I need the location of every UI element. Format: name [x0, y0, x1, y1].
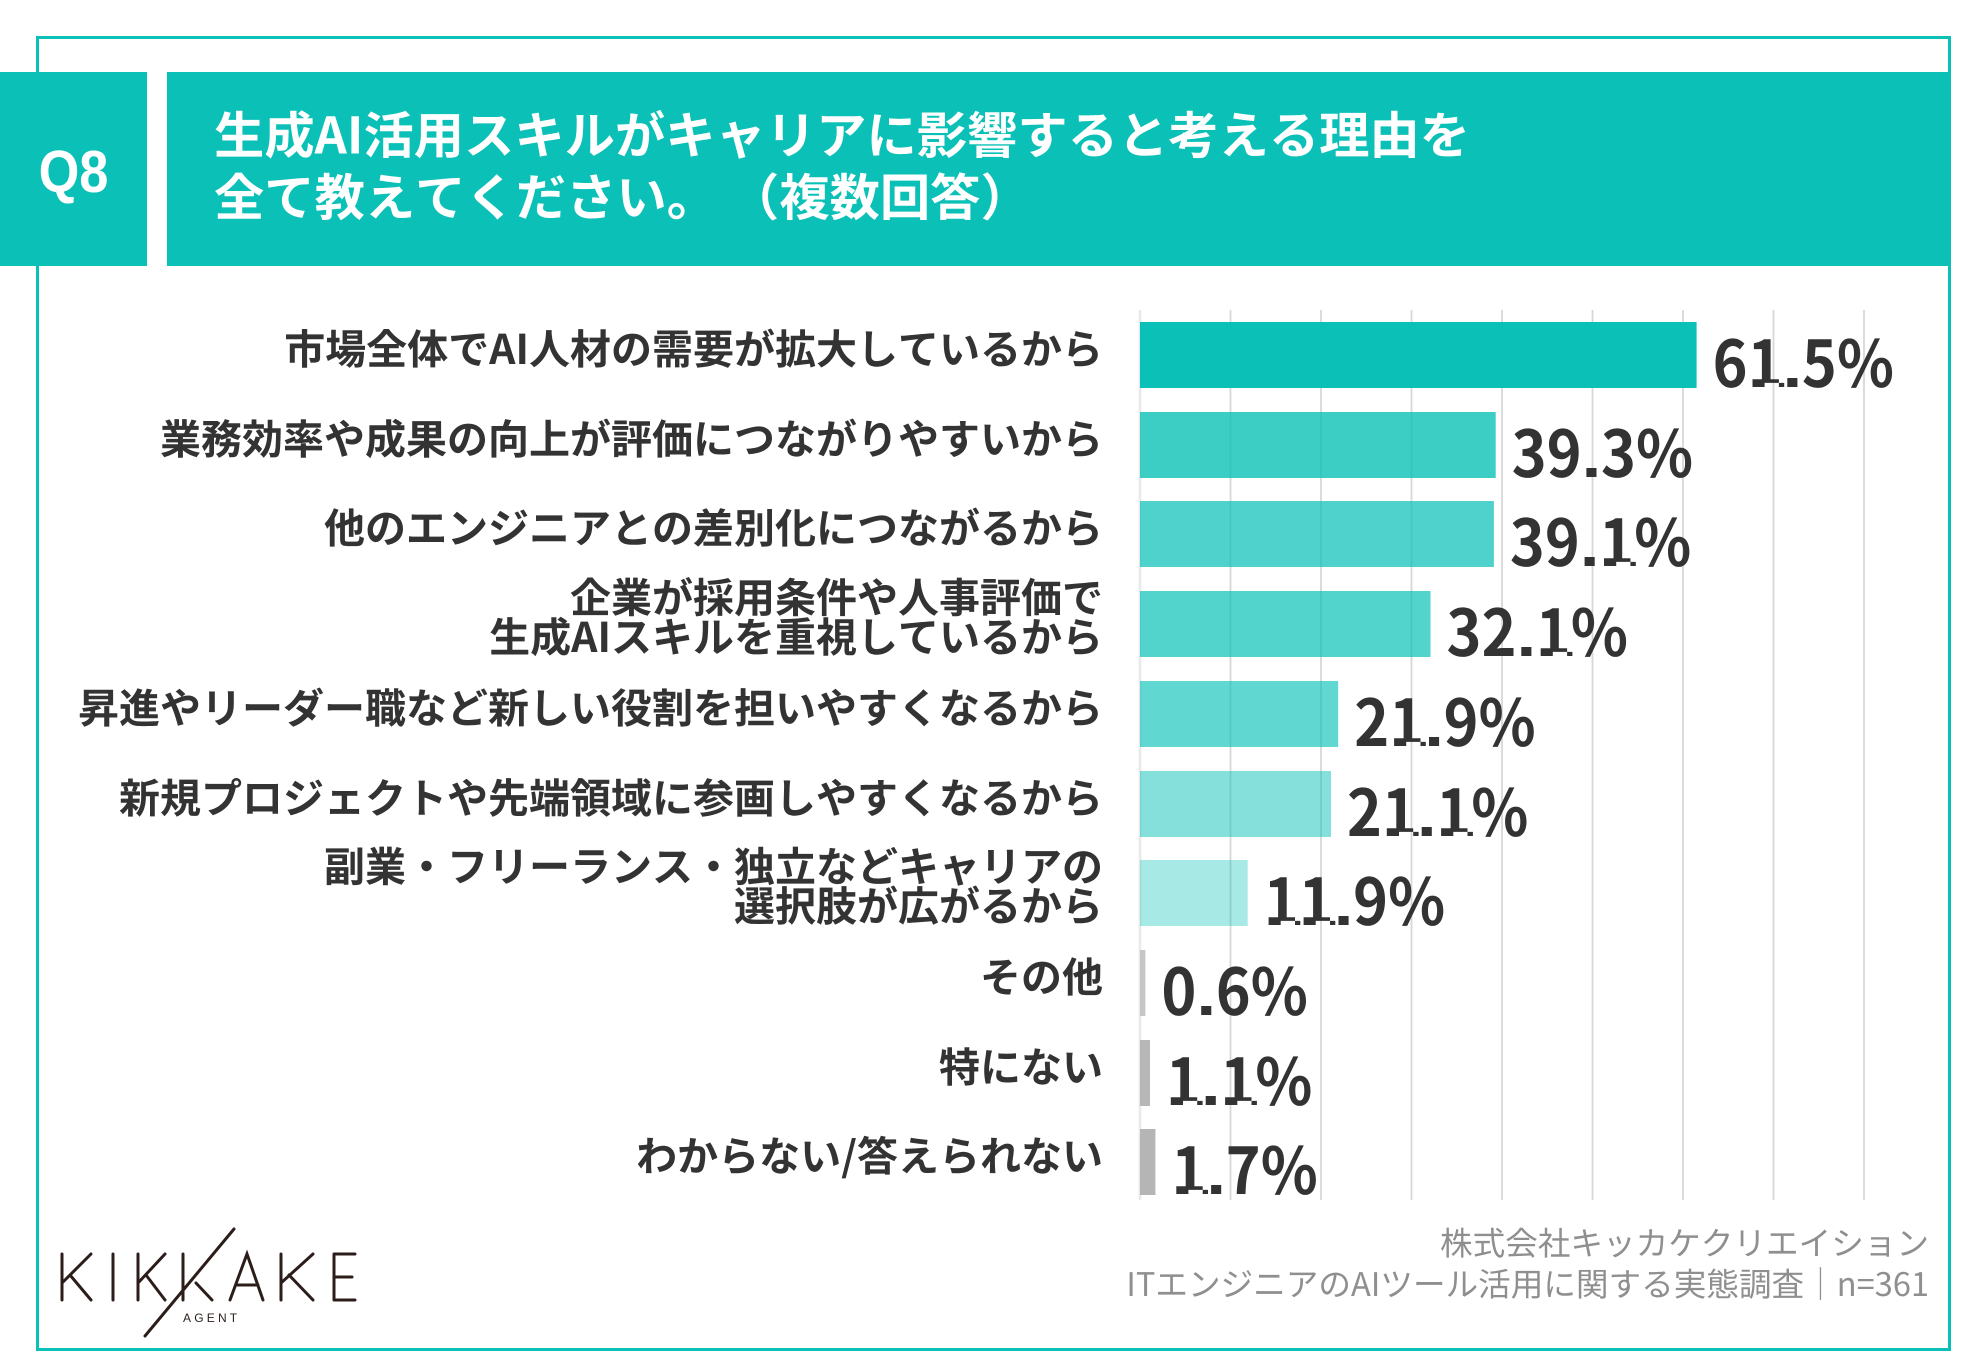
svg-text:Q8: Q8: [39, 138, 109, 205]
svg-text:AGENT: AGENT: [183, 1311, 240, 1325]
